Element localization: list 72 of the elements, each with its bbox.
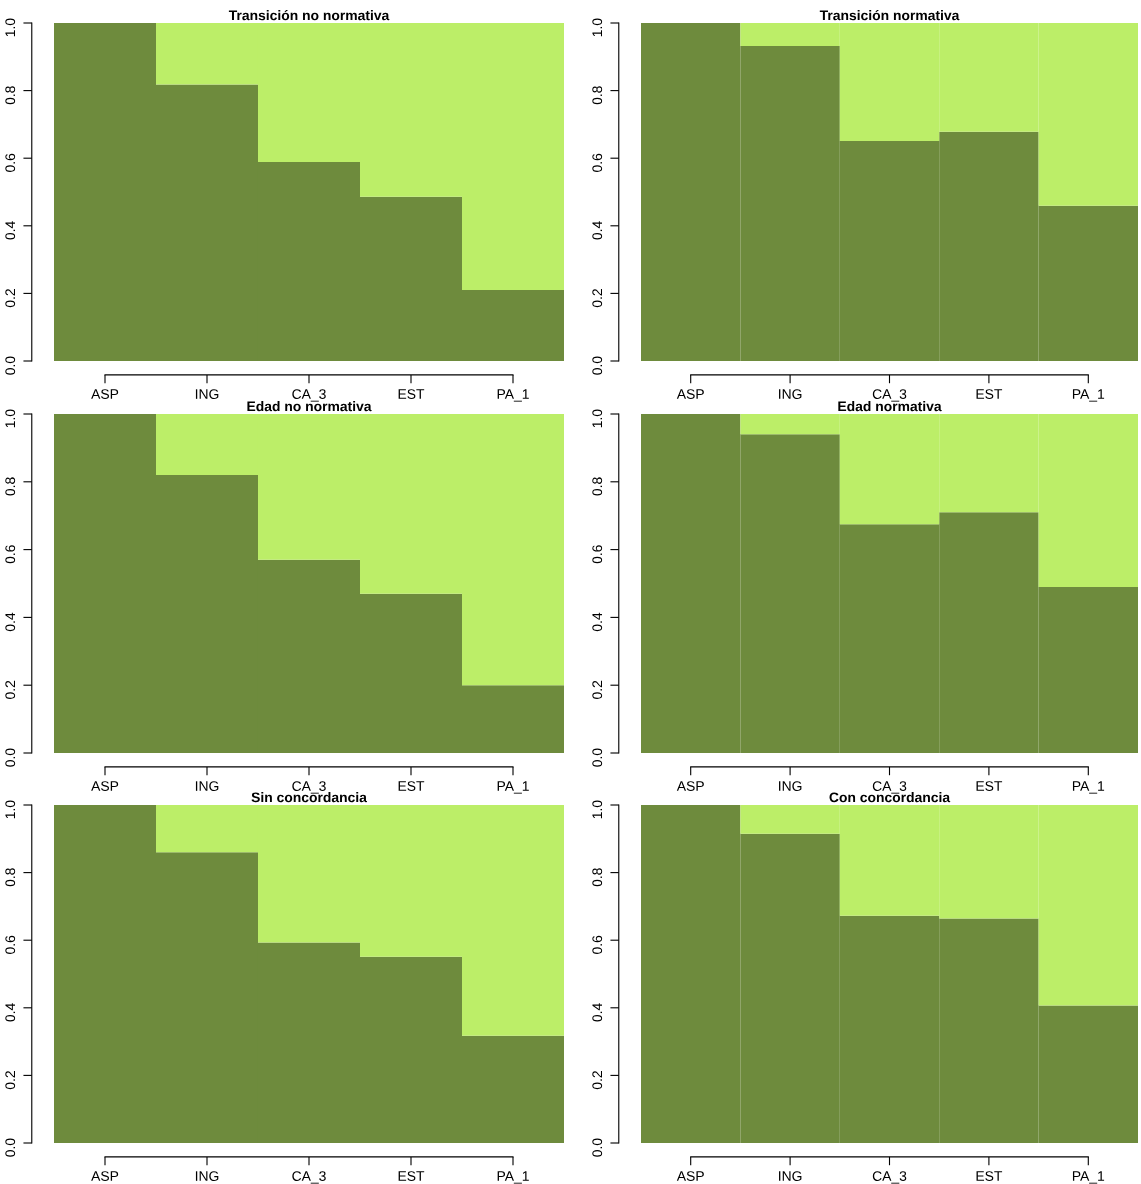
x-tick-label: PA_1 (1072, 389, 1105, 402)
y-tick-label: 1.0 (5, 800, 16, 819)
x-tick-label: ASP (91, 389, 119, 399)
y-tick-label: 0.0 (5, 1138, 16, 1157)
x-tick-label: ING (195, 1171, 219, 1181)
y-tick-label: 0.4 (592, 221, 603, 240)
chart-title: Con concordancia (829, 792, 951, 803)
y-tick-label: 0.8 (592, 86, 603, 105)
y-tick-label: 0.0 (592, 748, 603, 767)
x-tick-label: ASP (91, 1171, 119, 1181)
y-tick-label: 0.0 (592, 1138, 603, 1157)
y-tick-label: 0.8 (5, 86, 16, 105)
x-tick-label: PA_1 (497, 781, 529, 794)
x-tick-label: EST (976, 781, 1003, 791)
x-tick-label: EST (398, 389, 425, 399)
y-tick-label: 0.8 (5, 868, 16, 887)
x-tick-label: EST (976, 389, 1003, 399)
y-tick-label: 0.6 (5, 545, 16, 564)
y-tick-label: 0.6 (5, 935, 16, 954)
y-tick-label: 0.4 (592, 612, 603, 632)
y-tick-label: 0.8 (592, 477, 603, 496)
x-tick-label: CA_3 (292, 1171, 326, 1184)
x-tick-label: ING (195, 781, 219, 791)
y-tick-label: 0.2 (592, 1071, 603, 1090)
x-tick-label: ING (779, 781, 802, 791)
y-tick-label: 0.2 (5, 289, 16, 308)
chart-title: Transición normativa (819, 9, 960, 21)
x-tick-label: ASP (676, 389, 704, 399)
x-tick-label: CA_3 (872, 781, 907, 794)
x-tick-label: CA_3 (292, 781, 326, 794)
x-tick-label: ASP (676, 1171, 704, 1181)
x-tick-label: ASP (676, 781, 704, 791)
y-tick-label: 0.0 (592, 356, 603, 375)
x-tick-label: ING (195, 389, 219, 399)
y-tick-label: 0.8 (5, 477, 16, 496)
y-tick-label: 1.0 (592, 409, 603, 428)
y-tick-label: 0.6 (592, 935, 603, 954)
x-tick-label: PA_1 (497, 1171, 529, 1184)
y-tick-label: 0.8 (592, 868, 603, 887)
x-tick-label: PA_1 (1072, 781, 1105, 794)
y-tick-label: 1.0 (5, 18, 16, 37)
y-tick-label: 0.2 (592, 680, 603, 699)
x-tick-label: ING (779, 1171, 802, 1181)
y-tick-label: 1.0 (5, 409, 16, 428)
y-tick-label: 0.0 (5, 748, 16, 767)
y-tick-label: 0.2 (5, 680, 16, 699)
chart-title: Transición no normativa (228, 9, 390, 21)
y-tick-label: 0.6 (592, 153, 603, 172)
x-tick-label: CA_3 (872, 1171, 907, 1184)
x-tick-label: PA_1 (1072, 1171, 1105, 1184)
y-tick-label: 0.4 (5, 1003, 16, 1022)
y-tick-label: 1.0 (592, 800, 603, 819)
x-tick-label: ASP (91, 781, 119, 791)
x-tick-label: EST (398, 781, 425, 791)
y-tick-label: 0.0 (5, 356, 16, 375)
x-tick-label: EST (398, 1171, 425, 1181)
y-tick-label: 0.4 (5, 221, 16, 240)
x-tick-label: PA_1 (497, 389, 529, 402)
x-tick-label: CA_3 (292, 389, 326, 402)
y-tick-label: 0.6 (5, 153, 16, 172)
y-tick-label: 0.2 (592, 289, 603, 308)
x-tick-label: ING (779, 389, 802, 399)
y-tick-label: 0.2 (5, 1071, 16, 1090)
y-tick-label: 0.6 (592, 545, 603, 564)
y-tick-label: 0.4 (592, 1003, 603, 1022)
chart-title: Edad normativa (838, 401, 942, 412)
y-tick-label: 0.4 (5, 612, 16, 632)
chart-title: Sin concordancia (251, 792, 367, 803)
y-tick-label: 1.0 (592, 18, 603, 37)
chart-title: Edad no normativa (247, 401, 372, 412)
x-tick-label: EST (976, 1171, 1003, 1181)
x-tick-label: CA_3 (872, 389, 907, 402)
